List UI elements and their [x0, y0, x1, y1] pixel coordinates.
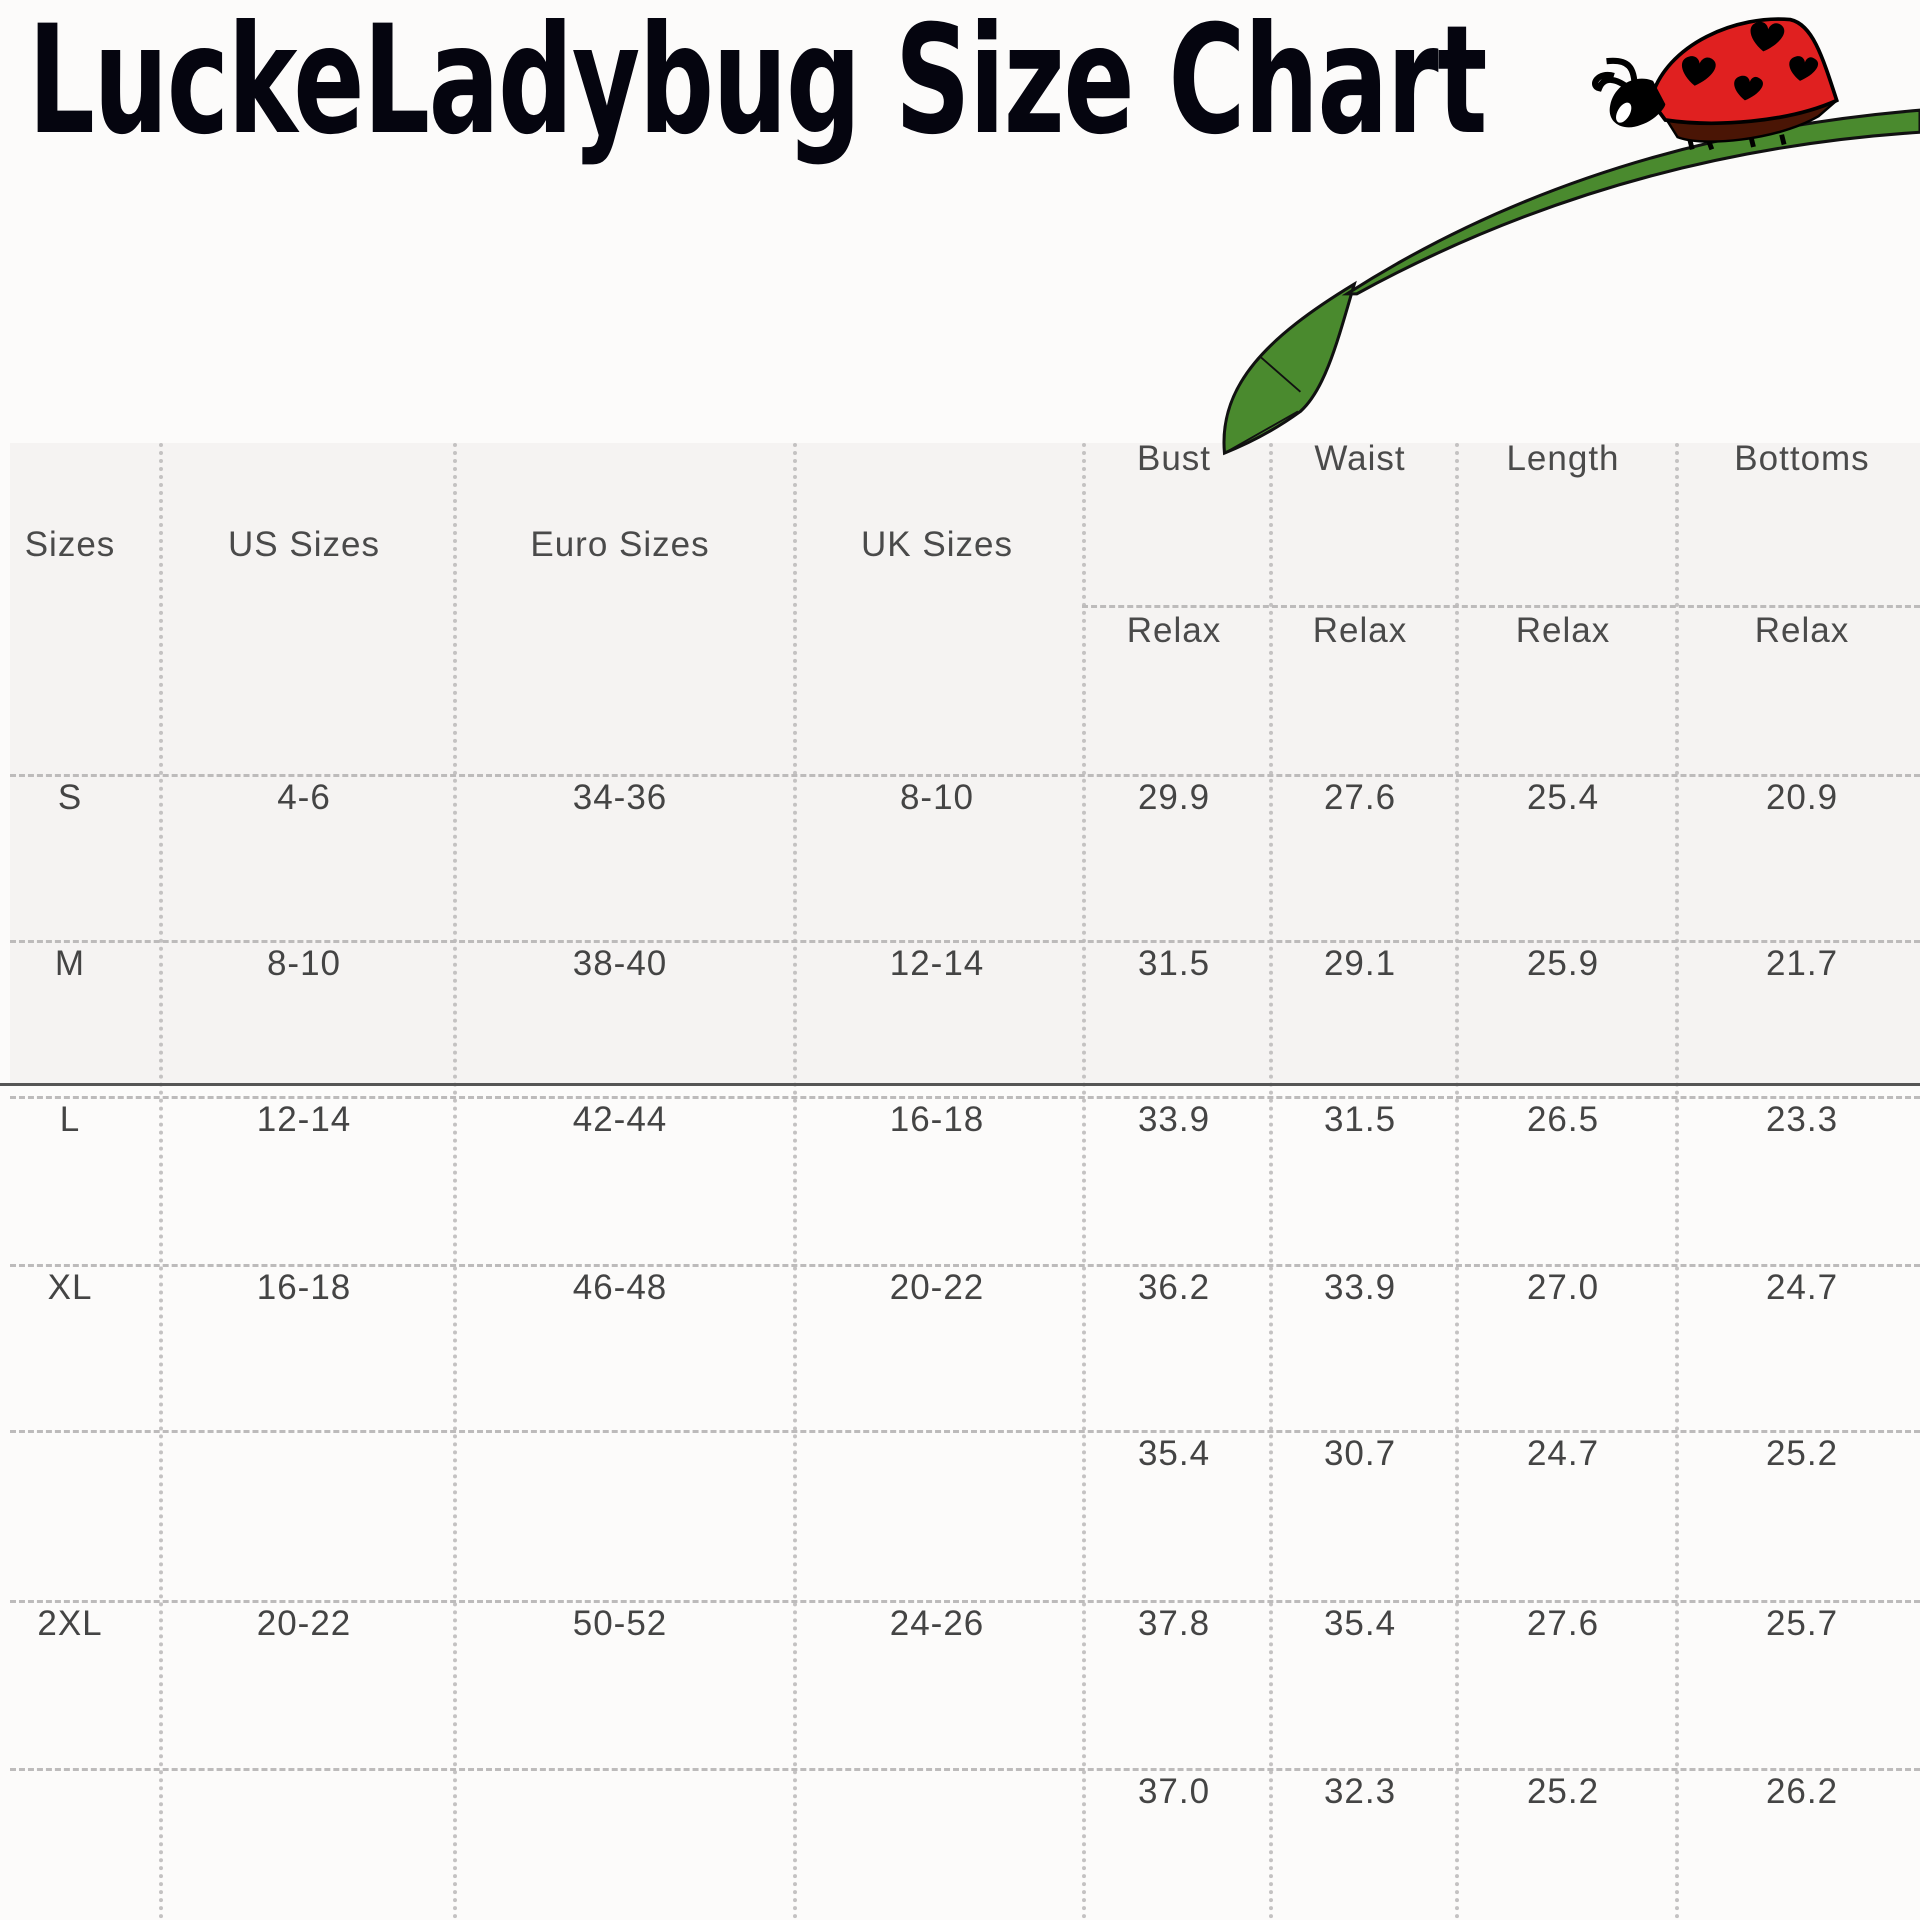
column-header: UK Sizes	[861, 525, 1013, 564]
table-cell: 32.3	[1323, 1772, 1397, 1811]
column-divider	[793, 443, 797, 1920]
column-header: Bottoms	[1734, 439, 1870, 478]
table-cell: 20-22	[256, 1604, 352, 1643]
table-cell: 23.3	[1765, 1100, 1839, 1139]
table-cell: 16-18	[256, 1268, 352, 1307]
row-divider	[10, 940, 1920, 943]
table-cell: 8-10	[266, 944, 342, 983]
table-cell: 33.9	[1323, 1268, 1397, 1307]
table-cell: 20.9	[1765, 778, 1839, 817]
table-cell: 25.9	[1526, 944, 1600, 983]
table-cell: 31.5	[1323, 1100, 1397, 1139]
column-header: Length	[1506, 439, 1620, 478]
row-divider	[10, 1600, 1920, 1603]
table-cell: 24.7	[1765, 1268, 1839, 1307]
table-cell: 2XL	[37, 1604, 103, 1643]
table-cell: 12-14	[889, 944, 985, 983]
table-cell: 21.7	[1765, 944, 1839, 983]
table-cell: 33.9	[1137, 1100, 1211, 1139]
table-cell: 24.7	[1526, 1434, 1600, 1473]
table-cell: 24-26	[889, 1604, 985, 1643]
table-cell: 25.4	[1526, 778, 1600, 817]
table-cell: 12-14	[256, 1100, 352, 1139]
table-cell: 35.4	[1137, 1434, 1211, 1473]
table-cell: 4-6	[277, 778, 331, 817]
ladybug-icon	[1592, 17, 1839, 151]
table-cell: M	[54, 944, 86, 983]
column-header: Bust	[1136, 439, 1212, 478]
row-divider	[10, 1430, 1920, 1433]
table-cell: 35.4	[1323, 1604, 1397, 1643]
column-header: Waist	[1314, 439, 1406, 478]
table-cell: 30.7	[1323, 1434, 1397, 1473]
header-divider	[1082, 605, 1920, 608]
table-cell: 16-18	[889, 1100, 985, 1139]
table-divider	[0, 1083, 1920, 1086]
table-cell: 25.2	[1765, 1434, 1839, 1473]
table-cell: 34-36	[572, 778, 668, 817]
table-cell: XL	[47, 1268, 93, 1307]
table-cell: 50-52	[572, 1604, 668, 1643]
table-cell: 8-10	[899, 778, 975, 817]
sub-header: Relax	[1312, 611, 1408, 650]
column-header: Euro Sizes	[530, 525, 710, 564]
table-cell: 25.7	[1765, 1604, 1839, 1643]
column-header: US Sizes	[228, 525, 380, 564]
table-cell: L	[59, 1100, 81, 1139]
sub-header: Relax	[1515, 611, 1611, 650]
table-cell: 38-40	[572, 944, 668, 983]
table-header-shade	[10, 443, 1920, 1084]
table-cell: 42-44	[572, 1100, 668, 1139]
table-cell: 26.5	[1526, 1100, 1600, 1139]
table-cell: 27.6	[1526, 1604, 1600, 1643]
table-cell: 37.8	[1137, 1604, 1211, 1643]
sub-header: Relax	[1754, 611, 1850, 650]
table-cell: 36.2	[1137, 1268, 1211, 1307]
table-cell: 27.6	[1323, 778, 1397, 817]
row-divider	[10, 1768, 1920, 1771]
row-divider	[10, 774, 1920, 777]
column-divider	[1675, 443, 1679, 1920]
column-divider	[1455, 443, 1459, 1920]
column-divider	[159, 443, 163, 1920]
table-cell: 27.0	[1526, 1268, 1600, 1307]
table-cell: 29.9	[1137, 778, 1211, 817]
table-cell: S	[57, 778, 83, 817]
column-divider	[1082, 443, 1086, 1920]
sub-header: Relax	[1126, 611, 1222, 650]
column-divider	[1269, 443, 1273, 1920]
column-header: Sizes	[24, 525, 116, 564]
table-cell: 46-48	[572, 1268, 668, 1307]
table-cell: 29.1	[1323, 944, 1397, 983]
page-title: LuckeLadybug Size Chart	[28, 0, 1487, 168]
table-cell: 25.2	[1526, 1772, 1600, 1811]
table-cell: 20-22	[889, 1268, 985, 1307]
row-divider	[10, 1264, 1920, 1267]
table-cell: 31.5	[1137, 944, 1211, 983]
column-divider	[453, 443, 457, 1920]
row-divider	[10, 1096, 1920, 1099]
table-cell: 37.0	[1137, 1772, 1211, 1811]
table-cell: 26.2	[1765, 1772, 1839, 1811]
